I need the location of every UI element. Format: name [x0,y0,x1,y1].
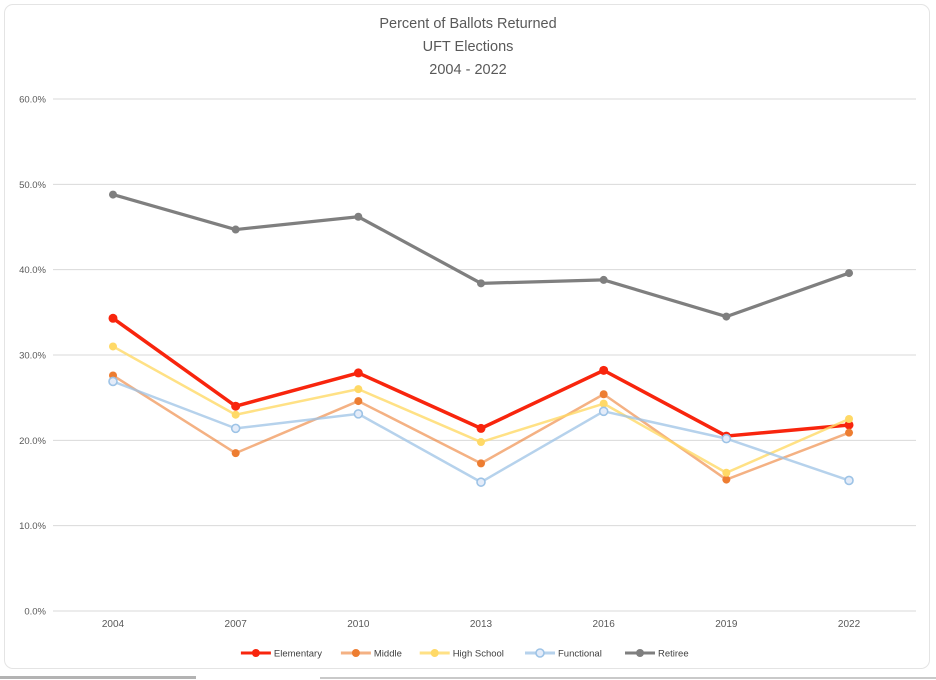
legend-label: Elementary [274,649,322,660]
chart-title-line3: 2004 - 2022 [429,62,507,78]
legend-label: High School [453,649,504,660]
legend-label: Retiree [658,649,689,660]
chart-area [4,4,930,669]
y-axis-tick-label: 0.0% [24,607,46,618]
y-axis-tick-label: 50.0% [19,180,46,191]
chart-title-line1: Percent of Ballots Returned [379,16,557,32]
x-axis-tick-label: 2010 [347,619,370,630]
data-point-retiree [354,212,363,221]
data-point-functional [721,433,732,444]
data-point-high-school [231,410,240,419]
series-line-elementary [111,316,851,438]
data-point-high-school [109,342,117,351]
x-axis-tick-label: 2022 [838,619,861,630]
series-line-retiree [111,192,851,319]
data-point-functional [476,477,486,487]
data-point-functional [598,406,609,417]
x-axis-tick-label: 2016 [593,619,616,630]
data-point-elementary [476,423,486,433]
data-point-functional [230,423,241,434]
data-point-high-school [845,415,854,423]
data-point-retiree [599,275,608,284]
legend-swatch-marker [535,648,545,658]
data-point-middle [722,475,731,484]
chart-title: Percent of Ballots Returned UFT Election… [0,13,936,82]
data-point-retiree [722,312,731,321]
data-point-elementary [231,401,241,411]
window-edge-left-bar [0,676,196,679]
series-line-high-school [111,345,851,475]
data-point-high-school [477,438,486,447]
data-point-high-school [599,399,608,408]
legend-swatch-marker [636,649,644,657]
y-axis-tick-label: 10.0% [19,521,46,532]
data-point-elementary [844,420,854,430]
data-point-middle [354,397,363,406]
data-point-high-school [722,468,731,477]
data-point-retiree [109,190,117,199]
x-axis-tick-label: 2004 [102,619,125,630]
data-point-functional [844,475,854,486]
data-point-middle [477,459,486,468]
data-point-middle [231,449,240,458]
legend-swatch-marker [351,649,360,657]
chart-title-line2: UFT Elections [422,39,514,55]
y-axis-tick-label: 20.0% [19,436,46,447]
data-point-retiree [477,279,486,288]
x-axis-tick-label: 2019 [715,619,738,630]
x-axis-tick-label: 2007 [225,619,248,630]
data-point-high-school [354,385,363,394]
data-point-functional [353,409,364,419]
x-axis-tick-label: 2013 [470,619,493,630]
legend-swatch-marker [430,649,439,657]
data-point-elementary [353,368,363,378]
data-point-retiree [231,225,240,234]
data-point-middle [845,428,854,437]
window-edge-right-bar [320,677,936,679]
data-point-elementary [108,313,118,323]
legend-label: Middle [374,649,402,660]
data-point-middle [599,390,608,399]
data-point-functional [108,376,118,387]
data-point-elementary [599,365,609,375]
y-axis-tick-label: 40.0% [19,265,46,276]
y-axis-tick-label: 60.0% [19,95,46,106]
data-point-retiree [845,269,854,278]
y-axis-tick-label: 30.0% [19,351,46,362]
legend-label: Functional [558,649,602,660]
legend-swatch-marker [251,649,260,657]
